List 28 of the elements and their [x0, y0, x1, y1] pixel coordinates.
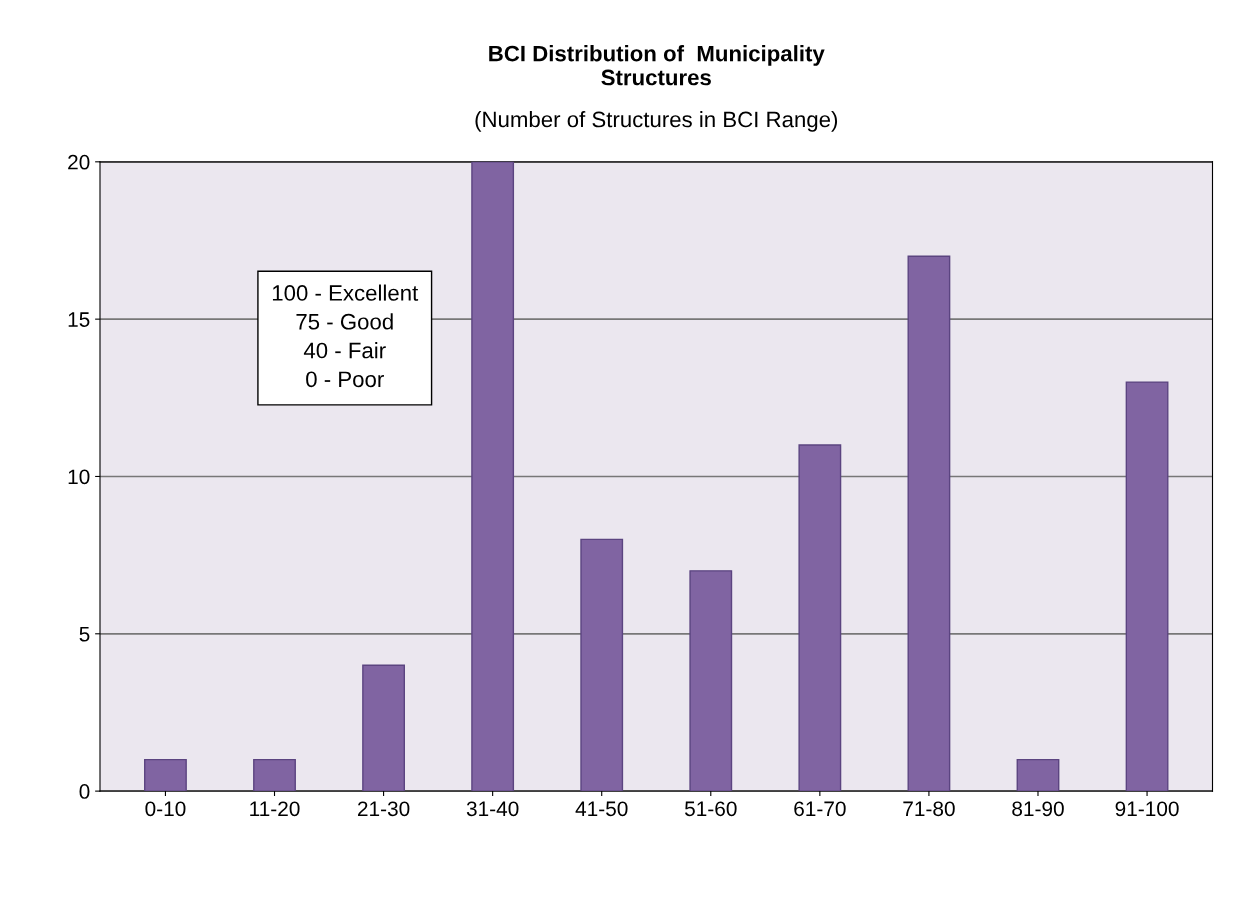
bar: [798, 444, 842, 792]
bar: [689, 570, 733, 792]
x-tick-label: 71-80: [903, 801, 955, 817]
chart-title: BCI Distribution of Municipality Structures: [489, 45, 825, 86]
y-tick-label: 5: [79, 627, 90, 642]
chart-subtitle: (Number of Structures in BCI Range): [475, 111, 838, 132]
bar: [907, 255, 951, 792]
x-tick-label: 91-100: [1115, 801, 1179, 817]
x-tick-label: 81-90: [1012, 801, 1064, 817]
x-tick-label: 31-40: [466, 801, 519, 817]
bar: [580, 538, 624, 792]
x-tick-label: 51-60: [684, 801, 737, 817]
bar: [471, 161, 515, 792]
y-tick-label: 15: [68, 312, 90, 327]
x-tick-label: 0-10: [145, 801, 186, 817]
annotation: 100 - Excellent 75 - Good 40 - Fair 0 - Poor: [272, 284, 419, 388]
bar: [253, 758, 296, 792]
y-tick-label: 20: [68, 154, 90, 170]
x-tick-label: 21-30: [357, 801, 410, 817]
y-tick-label: 0: [79, 784, 90, 799]
bar: [362, 664, 405, 792]
bar: [1016, 758, 1060, 792]
y-tick-label: 10: [68, 469, 90, 485]
x-tick-label: 41-50: [575, 801, 628, 817]
x-tick-label: 11-20: [250, 801, 300, 817]
bar: [1125, 381, 1169, 792]
x-tick-label: 61-70: [794, 801, 846, 817]
bar: [144, 758, 187, 792]
